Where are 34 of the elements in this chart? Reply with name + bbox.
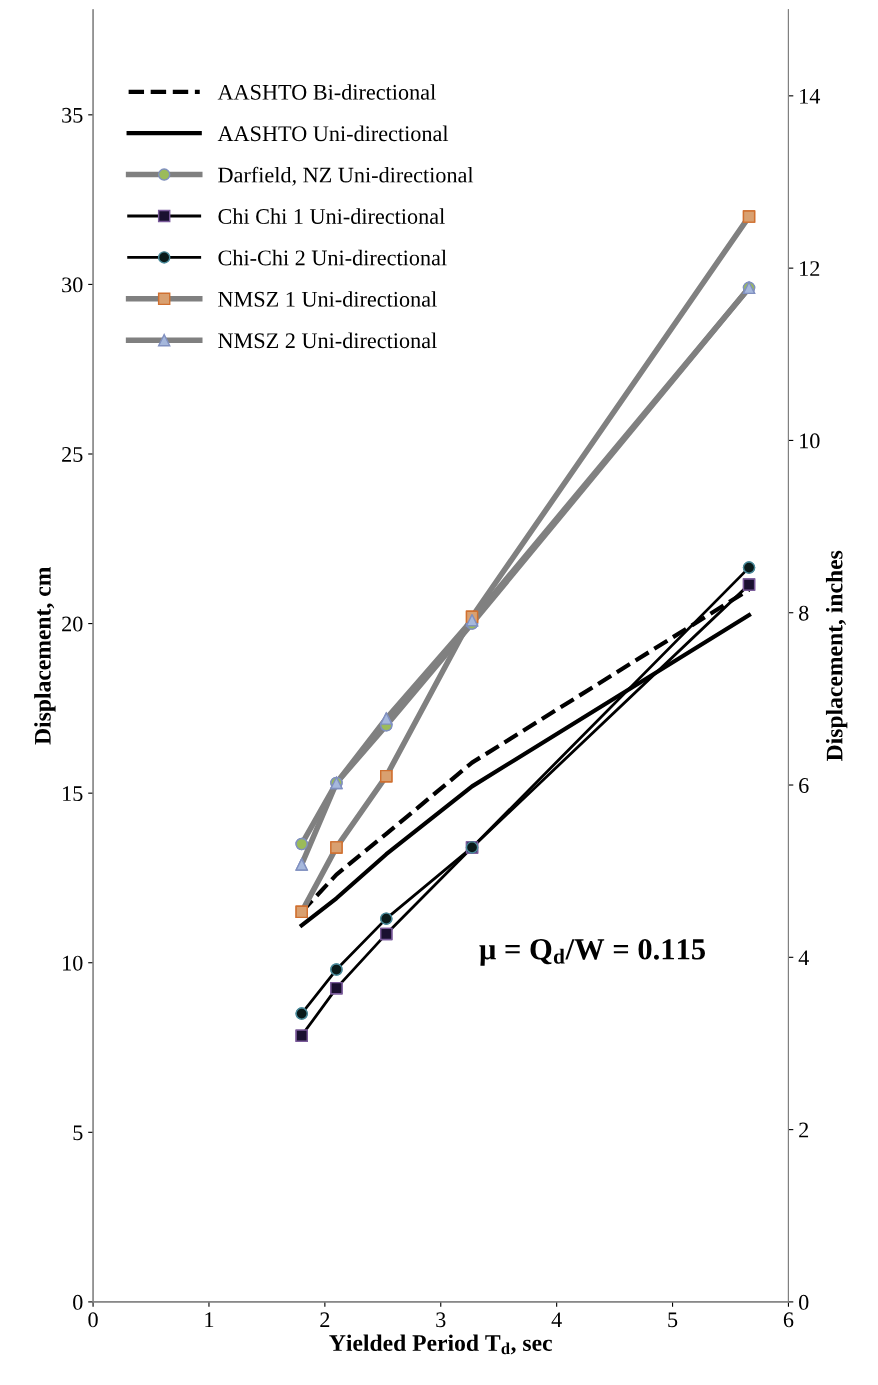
annotation: μ = Q$_{d}$/W = 0.115 (479, 938, 705, 966)
y-tick-label: 0 (73, 1294, 83, 1310)
x-axis-title: Yielded Period T$_{d}$, sec (329, 1334, 552, 1355)
y-tick-label: 30 (62, 277, 83, 293)
y2-tick-label: 10 (800, 433, 820, 449)
y-tick-label: 15 (63, 786, 83, 802)
y2-tick-label: 2 (799, 1122, 809, 1138)
x-tick-label: 6 (783, 1312, 794, 1328)
y-tick-label: 5 (73, 1125, 83, 1141)
legend-label: NMSZ 1 Uni-directional (218, 291, 437, 307)
y-tick-label: 10 (63, 955, 83, 971)
y-tick-label: 35 (62, 107, 83, 123)
x-tick-label: 0 (88, 1312, 98, 1328)
legend-label: AASHTO Uni-directional (217, 125, 449, 142)
x-tick-label: 1 (205, 1312, 214, 1328)
legend-label: Chi-Chi 2 Uni-directional (218, 249, 447, 266)
y-tick-label: 25 (62, 446, 83, 462)
y2-tick-label: 0 (799, 1294, 809, 1310)
x-tick-label: 3 (436, 1312, 446, 1328)
x-tick-label: 4 (551, 1312, 562, 1328)
y-axis-title: Displacement, cm (34, 567, 56, 745)
y2-tick-label: 6 (799, 778, 809, 793)
legend-label: AASHTO Bi-directional (217, 84, 436, 100)
x-tick-label: 2 (320, 1312, 330, 1328)
y2-tick-label: 14 (800, 88, 821, 104)
y2-axis-title: Displacement, inches (825, 550, 848, 761)
x-tick-label: 5 (668, 1312, 678, 1328)
y2-tick-label: 4 (798, 950, 809, 966)
y-tick-label: 20 (62, 616, 83, 632)
y2-tick-label: 12 (800, 261, 820, 276)
y2-tick-label: 8 (799, 605, 809, 621)
legend-label: Darfield, NZ Uni-directional (218, 166, 474, 186)
legend-label: NMSZ 2 Uni-directional (218, 332, 437, 349)
legend-label: Chi Chi 1 Uni-directional (218, 208, 445, 224)
